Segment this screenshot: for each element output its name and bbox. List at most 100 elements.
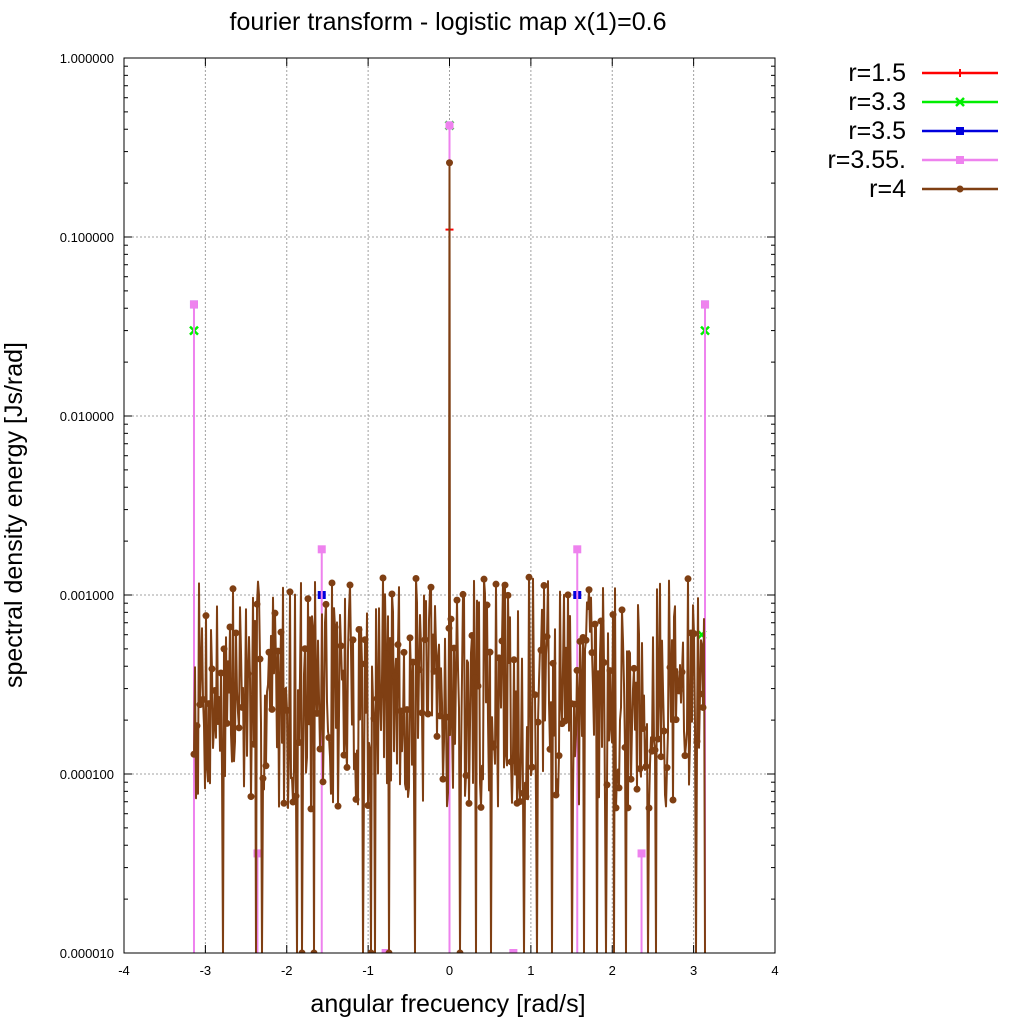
data-point	[208, 665, 216, 673]
data-point	[528, 763, 536, 771]
data-point	[603, 781, 611, 789]
data-point	[630, 664, 638, 672]
data-point	[600, 659, 608, 667]
data-point	[400, 648, 408, 656]
data-point	[480, 575, 488, 583]
x-tick-label: -2	[281, 963, 293, 978]
legend: r=1.5r=3.3r=3.5r=3.55.r=4	[827, 59, 998, 203]
data-point	[660, 727, 668, 735]
data-point	[317, 545, 326, 554]
data-point	[301, 645, 309, 653]
data-point	[471, 674, 479, 682]
data-point	[388, 590, 396, 598]
legend-label: r=3.5	[848, 117, 906, 145]
data-point	[256, 655, 264, 663]
data-point	[319, 778, 327, 786]
data-point	[376, 692, 384, 700]
data-point	[509, 949, 518, 953]
legend-label: r=1.5	[848, 59, 906, 87]
legend-marker	[956, 69, 964, 77]
data-point	[534, 718, 542, 726]
data-point	[262, 762, 270, 770]
plot-area	[189, 120, 710, 953]
data-point	[379, 574, 387, 582]
data-point	[507, 758, 515, 766]
data-point	[684, 575, 692, 583]
data-point	[190, 750, 198, 758]
data-point	[325, 734, 333, 742]
data-point	[418, 709, 426, 717]
data-point	[561, 717, 569, 725]
data-point	[211, 687, 219, 695]
data-point	[445, 624, 453, 632]
data-point	[217, 669, 225, 677]
data-point	[265, 648, 273, 656]
y-tick-label: 0.001000	[60, 588, 114, 603]
legend-label: r=4	[869, 175, 906, 203]
data-point	[637, 849, 646, 858]
data-point	[274, 647, 282, 655]
data-point	[244, 670, 252, 678]
data-point	[430, 667, 438, 675]
x-tick-label: 1	[527, 963, 534, 978]
data-point	[334, 802, 342, 810]
data-point	[343, 763, 351, 771]
data-point	[483, 601, 491, 609]
data-point	[609, 611, 617, 619]
x-tick-label: 4	[771, 963, 778, 978]
data-point	[495, 654, 503, 662]
data-point	[564, 591, 572, 599]
y-tick-label: 0.000100	[60, 767, 114, 782]
data-point	[669, 796, 677, 804]
data-point	[594, 670, 602, 678]
data-point	[456, 949, 464, 953]
data-point	[283, 706, 291, 714]
data-point	[235, 724, 243, 732]
data-point	[445, 121, 454, 130]
data-point	[268, 705, 276, 713]
data-point	[391, 672, 399, 680]
data-point	[615, 784, 623, 792]
data-point	[214, 718, 222, 726]
x-tick-label: -3	[200, 963, 212, 978]
data-point	[552, 791, 560, 799]
legend-label: r=3.55.	[827, 146, 906, 174]
data-point	[624, 804, 632, 812]
data-point	[229, 585, 237, 593]
y-tick-label: 0.100000	[60, 230, 114, 245]
data-point	[280, 799, 288, 807]
data-point	[292, 792, 300, 800]
x-tick-label: 2	[609, 963, 616, 978]
data-point	[358, 660, 366, 668]
data-point	[313, 709, 321, 717]
data-point	[651, 746, 659, 754]
data-point	[510, 656, 518, 664]
data-point	[346, 581, 354, 589]
data-point	[573, 545, 582, 554]
data-point	[654, 735, 662, 743]
data-point	[447, 615, 455, 623]
data-point	[549, 659, 557, 667]
data-point	[247, 793, 255, 801]
data-point	[701, 300, 710, 309]
x-axis-label: angular frecuency [rad/s]	[310, 990, 585, 1018]
data-point	[409, 658, 417, 666]
data-point	[582, 636, 590, 644]
data-point	[639, 725, 647, 733]
data-point	[412, 574, 420, 582]
data-point	[546, 745, 554, 753]
x-tick-label: -1	[362, 963, 374, 978]
data-point	[516, 797, 524, 805]
data-point	[606, 667, 614, 675]
data-point	[385, 949, 393, 953]
x-tick-label: 3	[690, 963, 697, 978]
y-tick-label: 1.000000	[60, 51, 114, 66]
data-point	[433, 732, 441, 740]
y-tick-label: 0.010000	[60, 409, 114, 424]
data-point	[403, 706, 411, 714]
data-point	[486, 648, 494, 656]
data-point	[492, 580, 500, 588]
data-point	[681, 752, 689, 760]
